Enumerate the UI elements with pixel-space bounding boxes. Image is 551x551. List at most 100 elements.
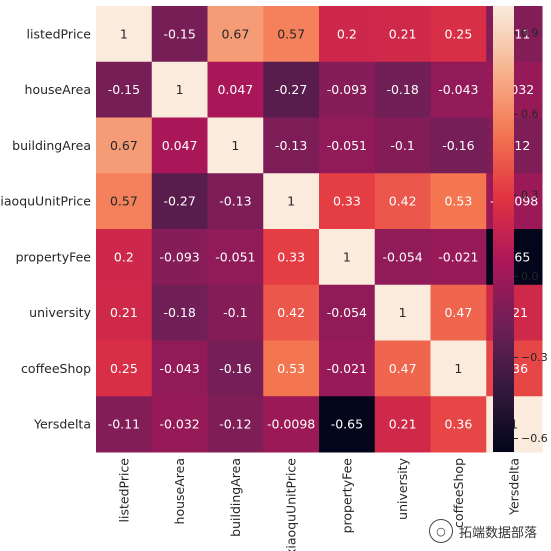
row-label: xiaoquUnitPrice <box>0 194 91 209</box>
column-label: houseArea <box>172 458 187 524</box>
column-label: xiaoquUnitPrice <box>284 458 299 551</box>
watermark: ○ 拓端数据部落 <box>428 519 537 543</box>
cell-value-label: 0.25 <box>110 361 138 376</box>
heatmap-cell <box>151 340 208 397</box>
heatmap-cell <box>207 6 264 63</box>
cell-value-label: -0.054 <box>382 249 422 264</box>
cell-value-label: -0.043 <box>438 82 478 97</box>
row-label: propertyFee <box>16 249 92 264</box>
heatmap-cell <box>374 61 431 118</box>
heatmap-cell <box>263 117 320 174</box>
heatmap-cell <box>319 117 376 174</box>
heatmap-cell <box>151 284 208 341</box>
cell-value-label: -0.032 <box>159 417 199 432</box>
colorbar-tick-label: 0.3 <box>521 189 539 202</box>
heatmap-cell <box>96 284 153 341</box>
cell-value-label: 0.47 <box>389 361 417 376</box>
heatmap-cell <box>207 229 264 286</box>
heatmap-cell <box>319 396 376 453</box>
heatmap-cell <box>430 340 487 397</box>
cell-value-label: -0.021 <box>438 249 478 264</box>
cell-value-label: 1 <box>343 249 351 264</box>
heatmap-cell <box>96 61 153 118</box>
heatmap-cell <box>207 284 264 341</box>
row-label: listedPrice <box>27 26 92 41</box>
heatmap-cell <box>430 61 487 118</box>
colorbar-tick-label: 0.0 <box>521 270 539 283</box>
cell-value-label: 1 <box>231 138 239 153</box>
cell-value-label: -0.16 <box>442 138 474 153</box>
cell-value-label: 1 <box>120 26 128 41</box>
heatmap-cell <box>263 229 320 286</box>
column-label: Yersdelta <box>507 458 522 516</box>
heatmap-cell <box>263 6 320 63</box>
cell-value-label: 0.67 <box>221 26 249 41</box>
column-label: buildingArea <box>228 458 243 537</box>
heatmap-cell <box>430 396 487 453</box>
cell-value-label: 0.047 <box>162 138 198 153</box>
colorbar-tick-label: 0.9 <box>521 27 539 40</box>
heatmap-cell <box>374 229 431 286</box>
cell-value-label: -0.1 <box>223 305 247 320</box>
cell-value-label: 1 <box>510 417 518 432</box>
cell-value-label: -0.093 <box>159 249 199 264</box>
cell-value-label: 0.25 <box>444 26 472 41</box>
cell-value-label: 0.57 <box>110 194 138 209</box>
cell-value-label: 1 <box>454 361 462 376</box>
heatmap-cell <box>374 340 431 397</box>
cell-value-label: 0.21 <box>389 417 417 432</box>
wechat-logo-icon: ○ <box>428 519 453 543</box>
cell-value-label: -0.093 <box>327 82 367 97</box>
heatmap-cell <box>263 61 320 118</box>
colorbar: 0.9 0.6 0.3 0.0 −0.3 −0.6 <box>493 6 548 452</box>
heatmap-cell <box>374 173 431 230</box>
cell-value-label: 0.67 <box>110 138 138 153</box>
cell-value-label: 0.47 <box>444 305 472 320</box>
heatmap-cell <box>151 117 208 174</box>
cell-value-label: -0.18 <box>163 305 195 320</box>
cell-value-label: 0.21 <box>389 26 417 41</box>
row-label: coffeeShop <box>21 361 91 376</box>
heatmap-cell <box>319 173 376 230</box>
heatmap-cell <box>207 117 264 174</box>
cell-value-label: 0.2 <box>114 249 134 264</box>
cell-value-label: -0.13 <box>275 138 307 153</box>
cell-value-label: -0.043 <box>159 361 199 376</box>
row-label: buildingArea <box>12 138 91 153</box>
row-label: houseArea <box>25 82 91 97</box>
heatmap-cell <box>263 284 320 341</box>
heatmap-cell <box>319 6 376 63</box>
heatmap-cell <box>374 117 431 174</box>
cell-value-label: -0.11 <box>108 417 140 432</box>
heatmap-cell <box>319 229 376 286</box>
heatmap-cell <box>319 61 376 118</box>
row-label: university <box>29 305 91 320</box>
cell-value-label: 0.53 <box>277 361 305 376</box>
heatmap-cell <box>374 6 431 63</box>
column-label: coffeeShop <box>451 458 466 528</box>
colorbar-gradient <box>493 6 514 452</box>
cell-value-label: 0.53 <box>444 194 472 209</box>
heatmap-cell <box>263 340 320 397</box>
heatmap-cell <box>374 284 431 341</box>
cell-value-label: -0.054 <box>327 305 367 320</box>
cell-value-label: 0.36 <box>444 417 472 432</box>
cell-value-label: -0.051 <box>215 249 255 264</box>
heatmap-cell <box>96 6 153 63</box>
heatmap-cell <box>430 173 487 230</box>
cell-value-label: -0.1 <box>390 138 414 153</box>
cell-value-label: -0.27 <box>275 82 307 97</box>
cell-value-label: -0.15 <box>108 82 140 97</box>
row-labels: listedPrice houseArea buildingArea xiaoquUn… <box>0 26 92 431</box>
cell-value-label: -0.18 <box>386 82 418 97</box>
cell-value-label: -0.12 <box>219 417 251 432</box>
heatmap-cell <box>96 396 153 453</box>
heatmap-cell <box>96 173 153 230</box>
cell-value-label: -0.13 <box>219 194 251 209</box>
column-label: university <box>395 457 410 519</box>
cell-value-label: 0.33 <box>277 249 305 264</box>
cell-value-label: 1 <box>287 194 295 209</box>
cell-value-label: -0.27 <box>163 194 195 209</box>
heatmap-cell <box>151 229 208 286</box>
heatmap-cell <box>430 117 487 174</box>
